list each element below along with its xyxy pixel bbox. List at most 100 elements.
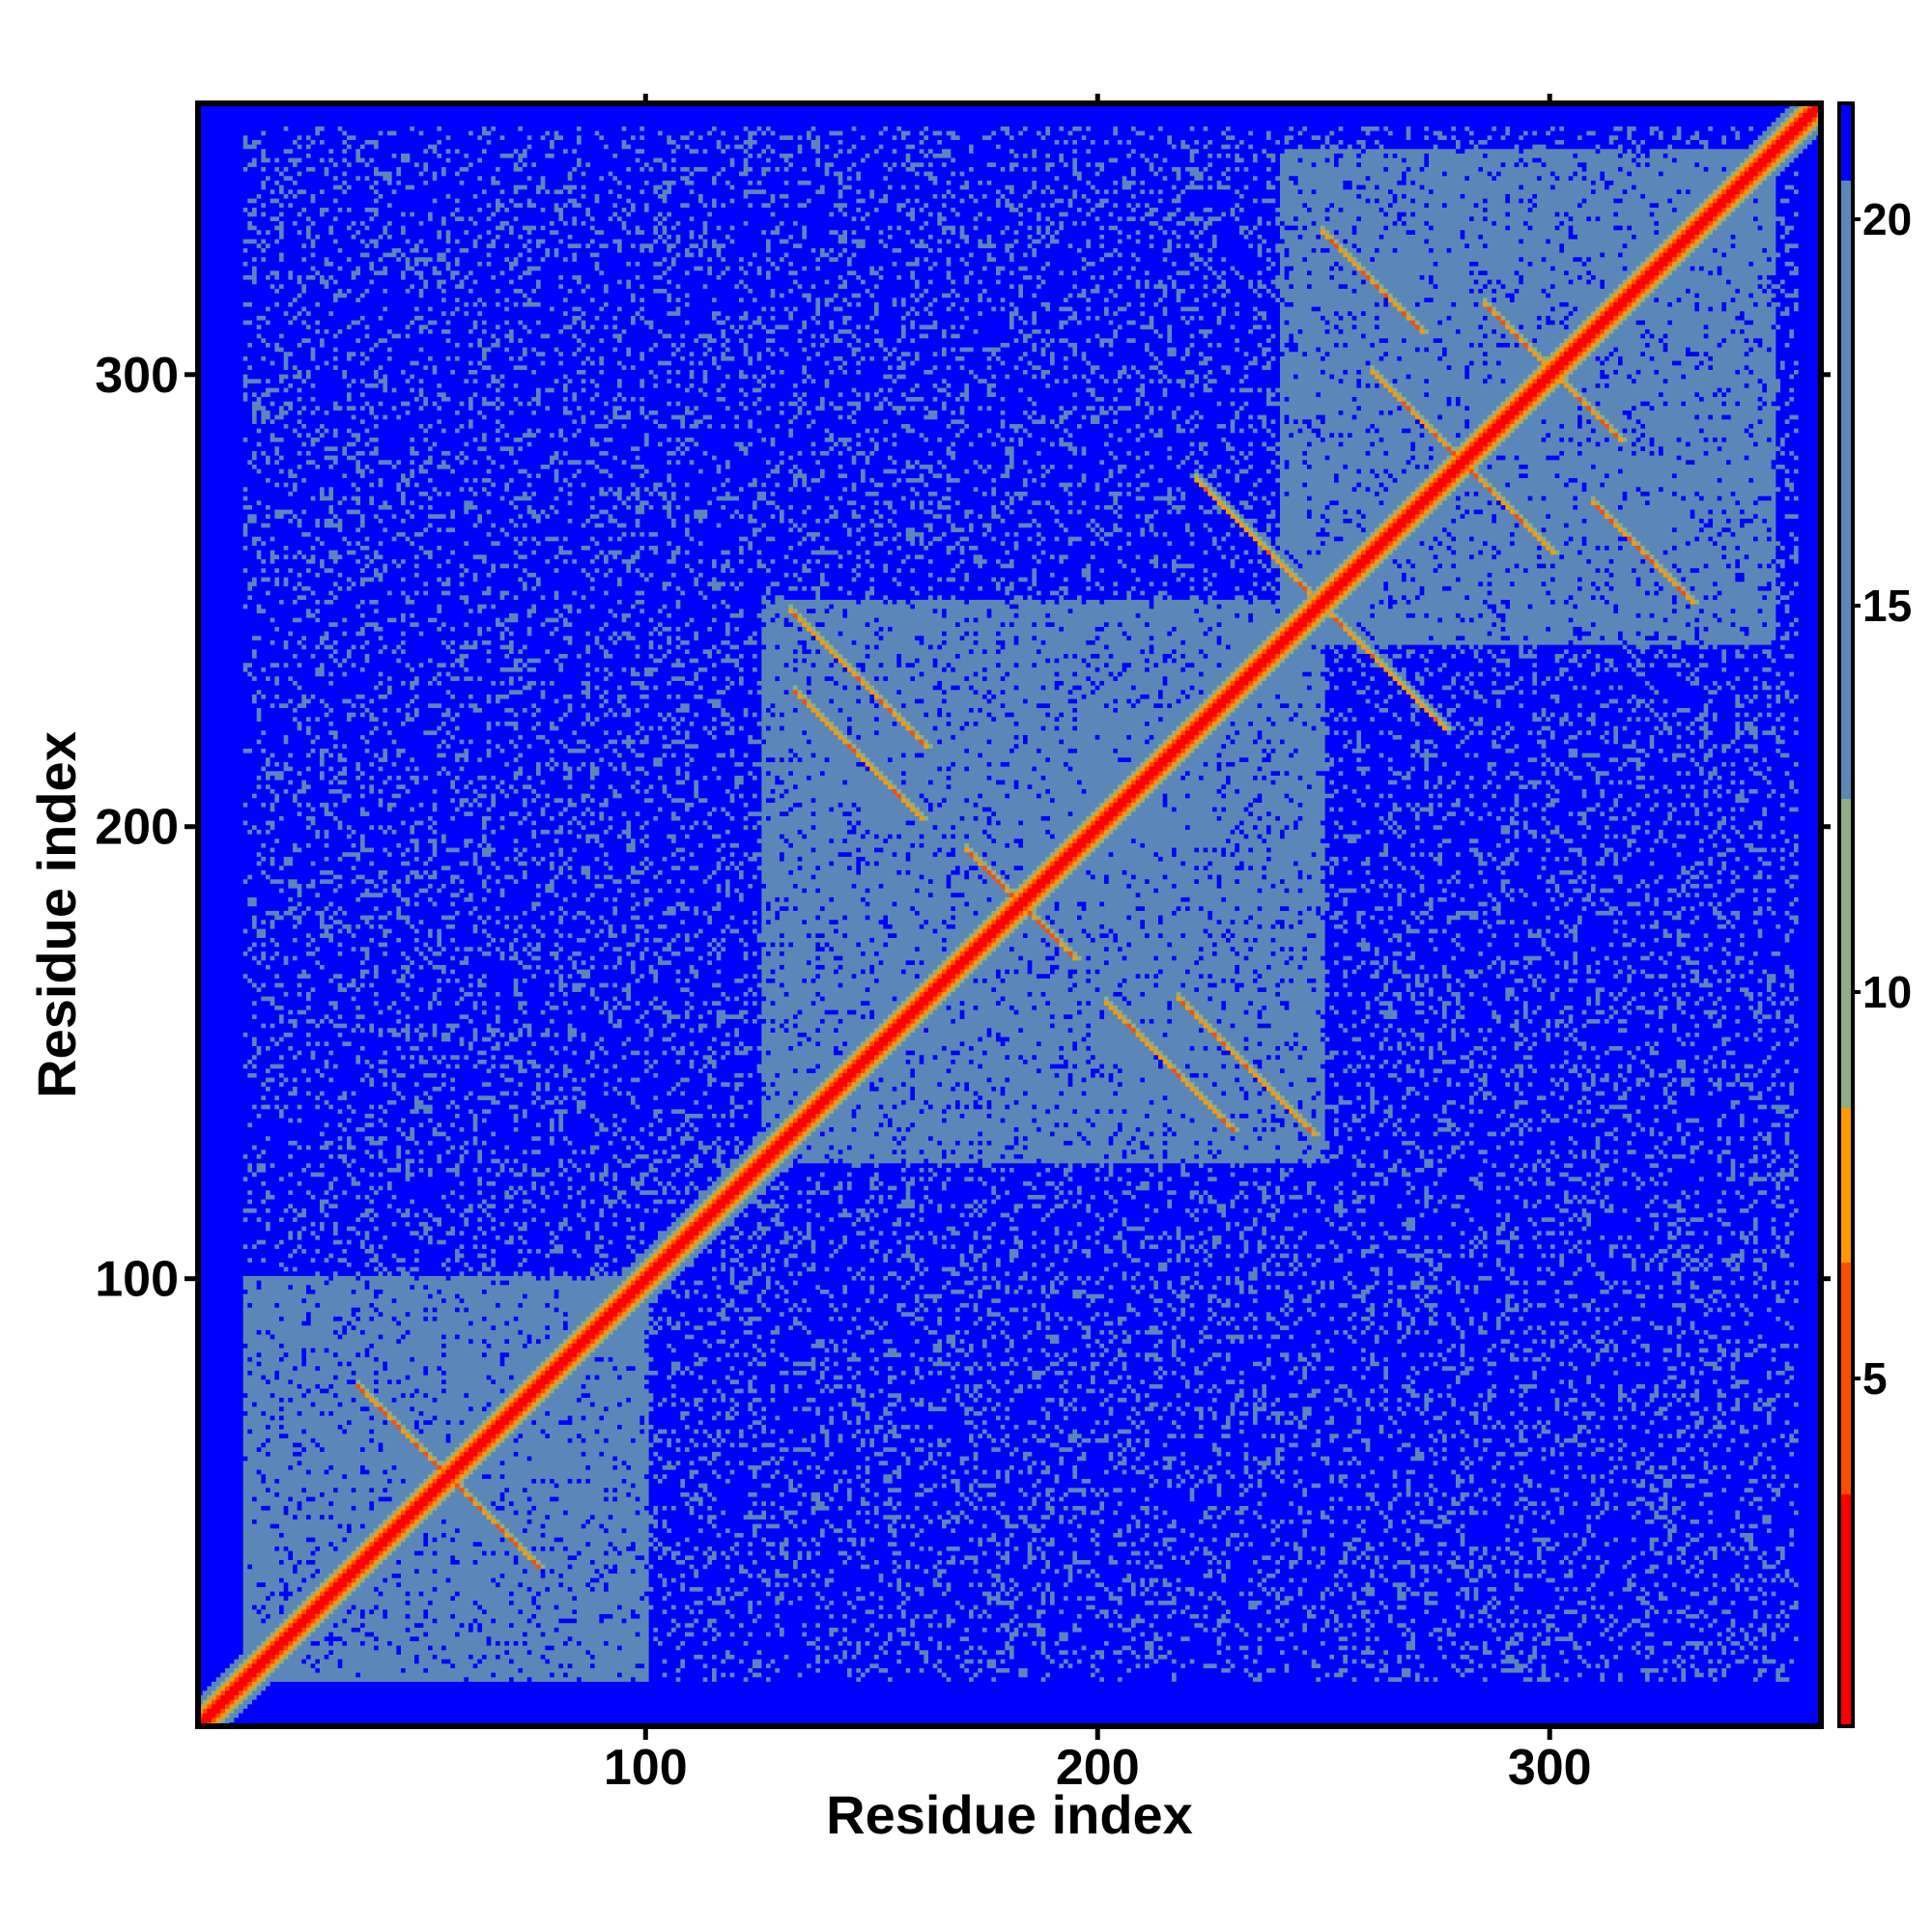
- heatmap-cell: [1718, 1582, 1736, 1587]
- heatmap-cell: [1177, 1577, 1181, 1582]
- heatmap-cell: [1001, 1573, 1069, 1577]
- heatmap-cell: [568, 1564, 573, 1569]
- heatmap-cell: [509, 1600, 514, 1605]
- heatmap-cell: [1731, 1632, 1736, 1636]
- heatmap-cell: [834, 1577, 879, 1582]
- heatmap-cell: [1032, 1586, 1037, 1591]
- heatmap-cell: [636, 1496, 640, 1501]
- heatmap-cell: [1348, 1505, 1352, 1510]
- heatmap-cell: [1248, 1483, 1253, 1488]
- heatmap-cell: [649, 1523, 654, 1528]
- heatmap-cell: [1667, 1528, 1677, 1533]
- heatmap-cell: [955, 1519, 960, 1523]
- heatmap-cell: [541, 1546, 546, 1550]
- heatmap-cell: [1275, 1519, 1280, 1523]
- heatmap-cell: [1023, 1519, 1028, 1523]
- heatmap-cell: [1180, 1478, 1185, 1483]
- heatmap-cell: [703, 1501, 753, 1506]
- heatmap-cell: [1393, 1618, 1411, 1623]
- heatmap-cell: [1009, 1577, 1014, 1582]
- heatmap-cell: [568, 1586, 573, 1591]
- heatmap-cell: [1478, 1510, 1483, 1515]
- heatmap-cell: [1496, 1636, 1501, 1641]
- heatmap-cell: [315, 1596, 320, 1601]
- heatmap-cell: [585, 1542, 590, 1547]
- heatmap-cell: [1064, 1659, 1068, 1663]
- heatmap-cell: [491, 1510, 514, 1515]
- heatmap-cell: [1339, 1636, 1349, 1641]
- heatmap-cell: [1248, 1464, 1263, 1469]
- heatmap-cell: [1496, 1496, 1520, 1501]
- heatmap-cell: [315, 1569, 320, 1574]
- heatmap-cell: [1519, 1550, 1537, 1555]
- heatmap-cell: [460, 1478, 465, 1483]
- heatmap-cell: [216, 1713, 221, 1718]
- heatmap-cell: [901, 1659, 924, 1663]
- heatmap-cell: [717, 1555, 726, 1560]
- heatmap-cell: [207, 1699, 212, 1704]
- heatmap-cell: [1099, 1654, 1104, 1659]
- heatmap-cell: [1226, 1469, 1231, 1474]
- heatmap-cell: [1762, 1474, 1767, 1479]
- heatmap-cell: [829, 1505, 838, 1510]
- heatmap-cell: [428, 1613, 451, 1618]
- heatmap-cell: [568, 1663, 573, 1668]
- heatmap-cell: [1686, 1550, 1704, 1555]
- heatmap-cell: [207, 1686, 216, 1690]
- heatmap-cell: [406, 1478, 424, 1483]
- heatmap-cell: [1559, 1542, 1582, 1547]
- heatmap-cell: [896, 1586, 901, 1591]
- heatmap-cell: [869, 1623, 874, 1628]
- heatmap-cell: [923, 1464, 942, 1469]
- heatmap-cell: [861, 1555, 866, 1560]
- heatmap-cell: [1726, 1672, 1758, 1677]
- heatmap-cell: [1397, 1492, 1402, 1496]
- heatmap-cell: [1654, 1510, 1659, 1515]
- heatmap-cell: [1131, 1550, 1141, 1555]
- heatmap-cell: [1762, 1515, 1772, 1520]
- heatmap-cell: [1663, 1474, 1673, 1479]
- heatmap-cell: [1136, 1623, 1151, 1628]
- heatmap-cell: [847, 1555, 852, 1560]
- heatmap-cell: [1258, 1672, 1263, 1677]
- heatmap-cell: [694, 1492, 698, 1496]
- heatmap-cell: [1185, 1469, 1190, 1474]
- heatmap-cell: [1177, 1672, 1249, 1677]
- heatmap-cell: [595, 1559, 650, 1564]
- heatmap-cell: [852, 1667, 857, 1672]
- heatmap-cell: [761, 1523, 766, 1528]
- heatmap-cell: [784, 1474, 789, 1479]
- heatmap-cell: [1523, 1586, 1555, 1591]
- heatmap-cell: [1199, 1478, 1204, 1483]
- heatmap-cell: [1726, 1542, 1731, 1547]
- heatmap-cell: [1280, 1469, 1285, 1474]
- heatmap-cell: [1488, 1609, 1511, 1614]
- heatmap-cell: [288, 1640, 293, 1645]
- heatmap-cell: [514, 1677, 528, 1682]
- heatmap-cell: [338, 1623, 361, 1628]
- heatmap-cell: [328, 1573, 333, 1577]
- heatmap-cell: [969, 1488, 974, 1492]
- heatmap-cell: [531, 1496, 550, 1501]
- heatmap-cell: [460, 1488, 465, 1492]
- heatmap-cell: [1077, 1596, 1082, 1601]
- heatmap-cell: [355, 1505, 370, 1510]
- heatmap-cell: [1753, 1496, 1763, 1501]
- heatmap-cell: [243, 1582, 258, 1587]
- heatmap-cell: [1564, 1559, 1569, 1564]
- heatmap-cell: [942, 1483, 947, 1488]
- heatmap-cell: [649, 1573, 659, 1577]
- heatmap-cell: [514, 1659, 546, 1663]
- heatmap-cell: [1393, 1501, 1416, 1506]
- heatmap-cell: [1302, 1550, 1321, 1555]
- heatmap-cell: [1505, 1559, 1515, 1564]
- heatmap-cell: [982, 1613, 987, 1618]
- heatmap-cell: [1780, 1555, 1785, 1560]
- heatmap-cell: [342, 1640, 347, 1645]
- heatmap-cell: [658, 1510, 690, 1515]
- heatmap-cell: [1505, 1654, 1515, 1659]
- heatmap-cell: [301, 1488, 306, 1492]
- heatmap-cell: [504, 1474, 644, 1479]
- heatmap-cell: [1262, 1501, 1290, 1506]
- heatmap-cell: [869, 1464, 897, 1469]
